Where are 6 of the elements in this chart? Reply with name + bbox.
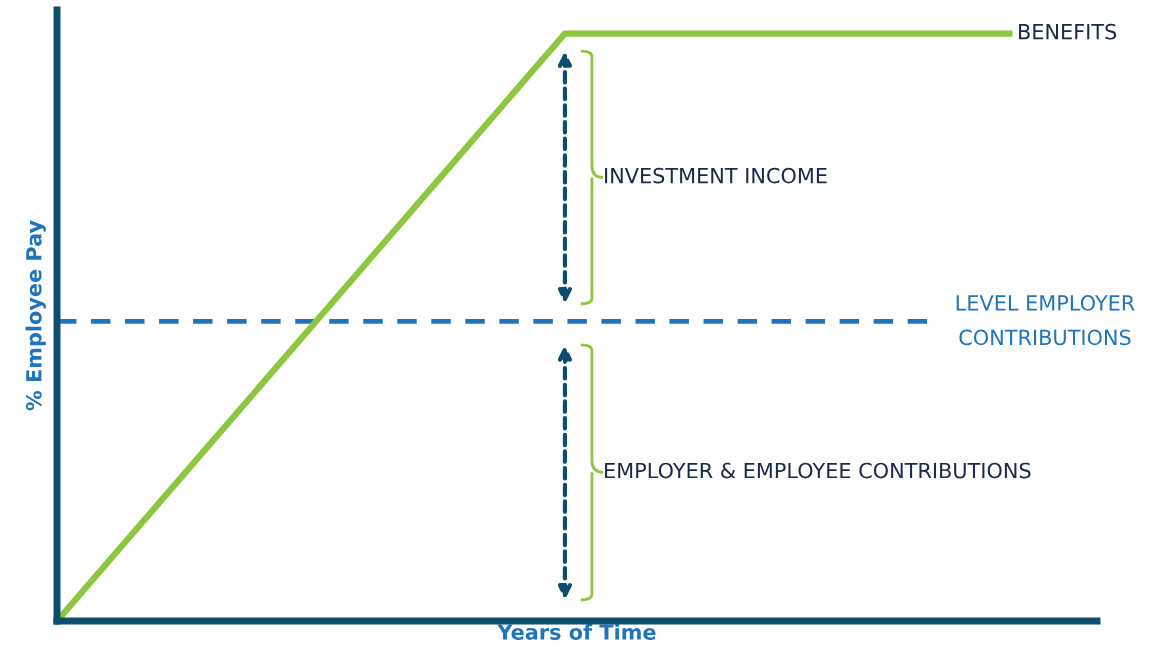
ref-line-label: LEVEL EMPLOYER CONTRIBUTIONS bbox=[956, 295, 1135, 346]
annotation: EMPLOYER & EMPLOYEE CONTRIBUTIONS bbox=[605, 462, 1031, 479]
series-label: BENEFITS bbox=[1019, 23, 1117, 40]
annotation: INVESTMENT INCOME bbox=[605, 167, 827, 184]
x-axis-title: Years of Time bbox=[497, 623, 656, 640]
y-axis-title: % Employee Pay bbox=[25, 220, 46, 411]
